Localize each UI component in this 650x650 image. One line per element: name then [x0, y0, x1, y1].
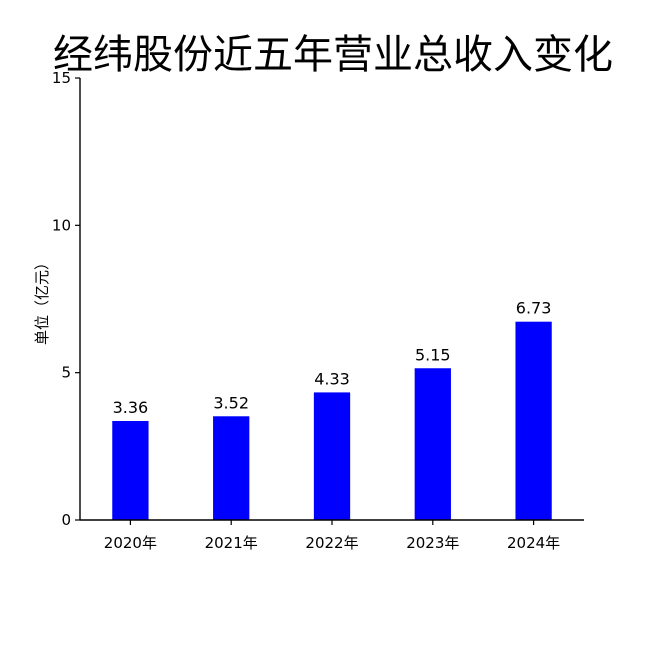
y-axis-ticks: 0 5 10 15 [52, 69, 80, 529]
x-tick-label-0: 2020年 [104, 534, 157, 552]
x-axis-ticks: 2020年 2021年 2022年 2023年 2024年 [104, 520, 560, 552]
bar-0 [112, 420, 149, 520]
y-tick-label-1: 5 [61, 364, 71, 382]
data-label-1: 3.52 [213, 393, 249, 412]
bar-1 [213, 416, 250, 520]
data-label-0: 3.36 [113, 398, 149, 417]
data-label-2: 4.33 [314, 369, 350, 388]
x-tick-label-1: 2021年 [205, 534, 258, 552]
x-tick-label-4: 2024年 [507, 534, 560, 552]
chart-title: 经纬股份近五年营业总收入变化 [53, 32, 613, 78]
y-tick-label-3: 15 [52, 69, 71, 87]
bar-2 [313, 392, 351, 520]
bars-group [112, 321, 552, 520]
data-label-4: 6.73 [516, 299, 552, 318]
x-tick-label-3: 2023年 [406, 534, 459, 552]
x-tick-label-2: 2022年 [305, 534, 358, 552]
y-axis-label: 单位（亿元） [33, 255, 51, 345]
y-tick-label-0: 0 [61, 511, 71, 529]
bar-3 [414, 368, 451, 520]
data-label-3: 5.15 [415, 345, 451, 364]
bar-4 [515, 321, 552, 520]
y-tick-label-2: 10 [52, 216, 71, 234]
data-labels-group: 3.36 3.52 4.33 5.15 6.73 [113, 299, 552, 417]
